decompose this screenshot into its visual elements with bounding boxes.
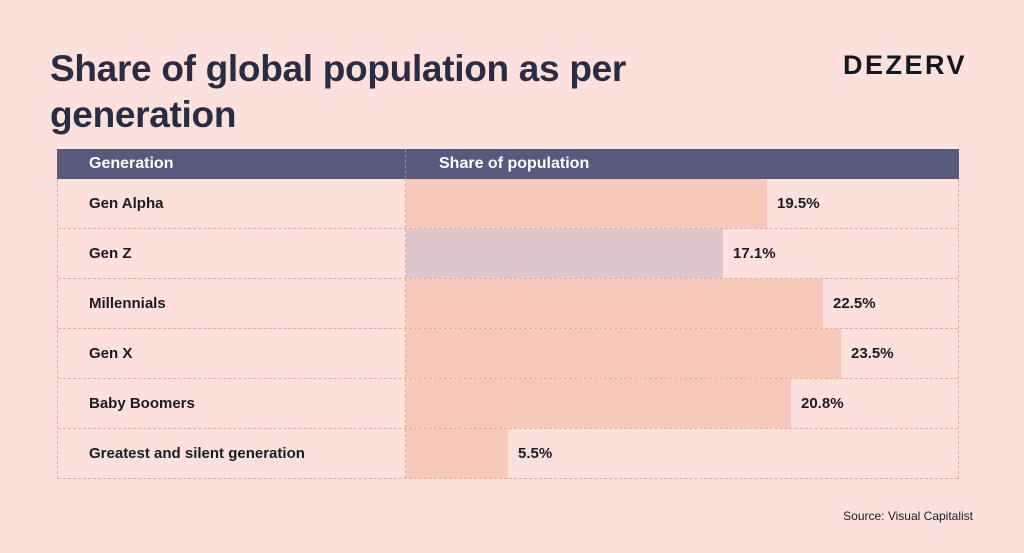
- share-bar: [406, 229, 723, 278]
- share-bar: [406, 179, 767, 228]
- cell-divider: [405, 329, 406, 378]
- share-bar: [406, 379, 791, 428]
- chart-title: Share of global population as per genera…: [50, 48, 626, 135]
- header-divider: [405, 149, 406, 179]
- share-bar: [406, 279, 823, 328]
- share-value-label: 5.5%: [518, 445, 553, 462]
- column-header-generation: Generation: [89, 155, 174, 172]
- generation-label: Gen Alpha: [89, 195, 164, 212]
- generation-label: Greatest and silent generation: [89, 445, 305, 462]
- table-body: Gen Alpha 19.5% Gen Z 17.1% Millennials 22.5%…: [57, 179, 959, 479]
- share-bar: [406, 329, 841, 378]
- table-header: Generation Share of population: [57, 149, 959, 179]
- cell-divider: [405, 379, 406, 428]
- generation-label: Baby Boomers: [89, 395, 195, 412]
- share-value-label: 20.8%: [801, 395, 844, 412]
- cell-divider: [405, 429, 406, 478]
- share-value-label: 23.5%: [851, 345, 894, 362]
- generation-label: Gen X: [89, 345, 133, 362]
- table-row: Gen Z 17.1%: [58, 229, 958, 279]
- table-row: Greatest and silent generation 5.5%: [58, 429, 958, 479]
- share-value-label: 17.1%: [733, 245, 776, 262]
- cell-divider: [405, 229, 406, 278]
- cell-divider: [405, 279, 406, 328]
- share-value-label: 19.5%: [777, 195, 820, 212]
- generation-label: Millennials: [89, 295, 166, 312]
- table-row: Gen Alpha 19.5%: [58, 179, 958, 229]
- cell-divider: [405, 179, 406, 228]
- table-row: Baby Boomers 20.8%: [58, 379, 958, 429]
- data-table: Generation Share of population Gen Alpha…: [57, 149, 959, 479]
- share-value-label: 22.5%: [833, 295, 876, 312]
- table-row: Millennials 22.5%: [58, 279, 958, 329]
- table-row: Gen X 23.5%: [58, 329, 958, 379]
- column-header-share: Share of population: [439, 155, 590, 172]
- share-bar: [406, 429, 508, 478]
- source-note: Source: Visual Capitalist: [843, 509, 973, 523]
- brand-logo: DEZERV: [843, 50, 968, 80]
- generation-label: Gen Z: [89, 245, 132, 262]
